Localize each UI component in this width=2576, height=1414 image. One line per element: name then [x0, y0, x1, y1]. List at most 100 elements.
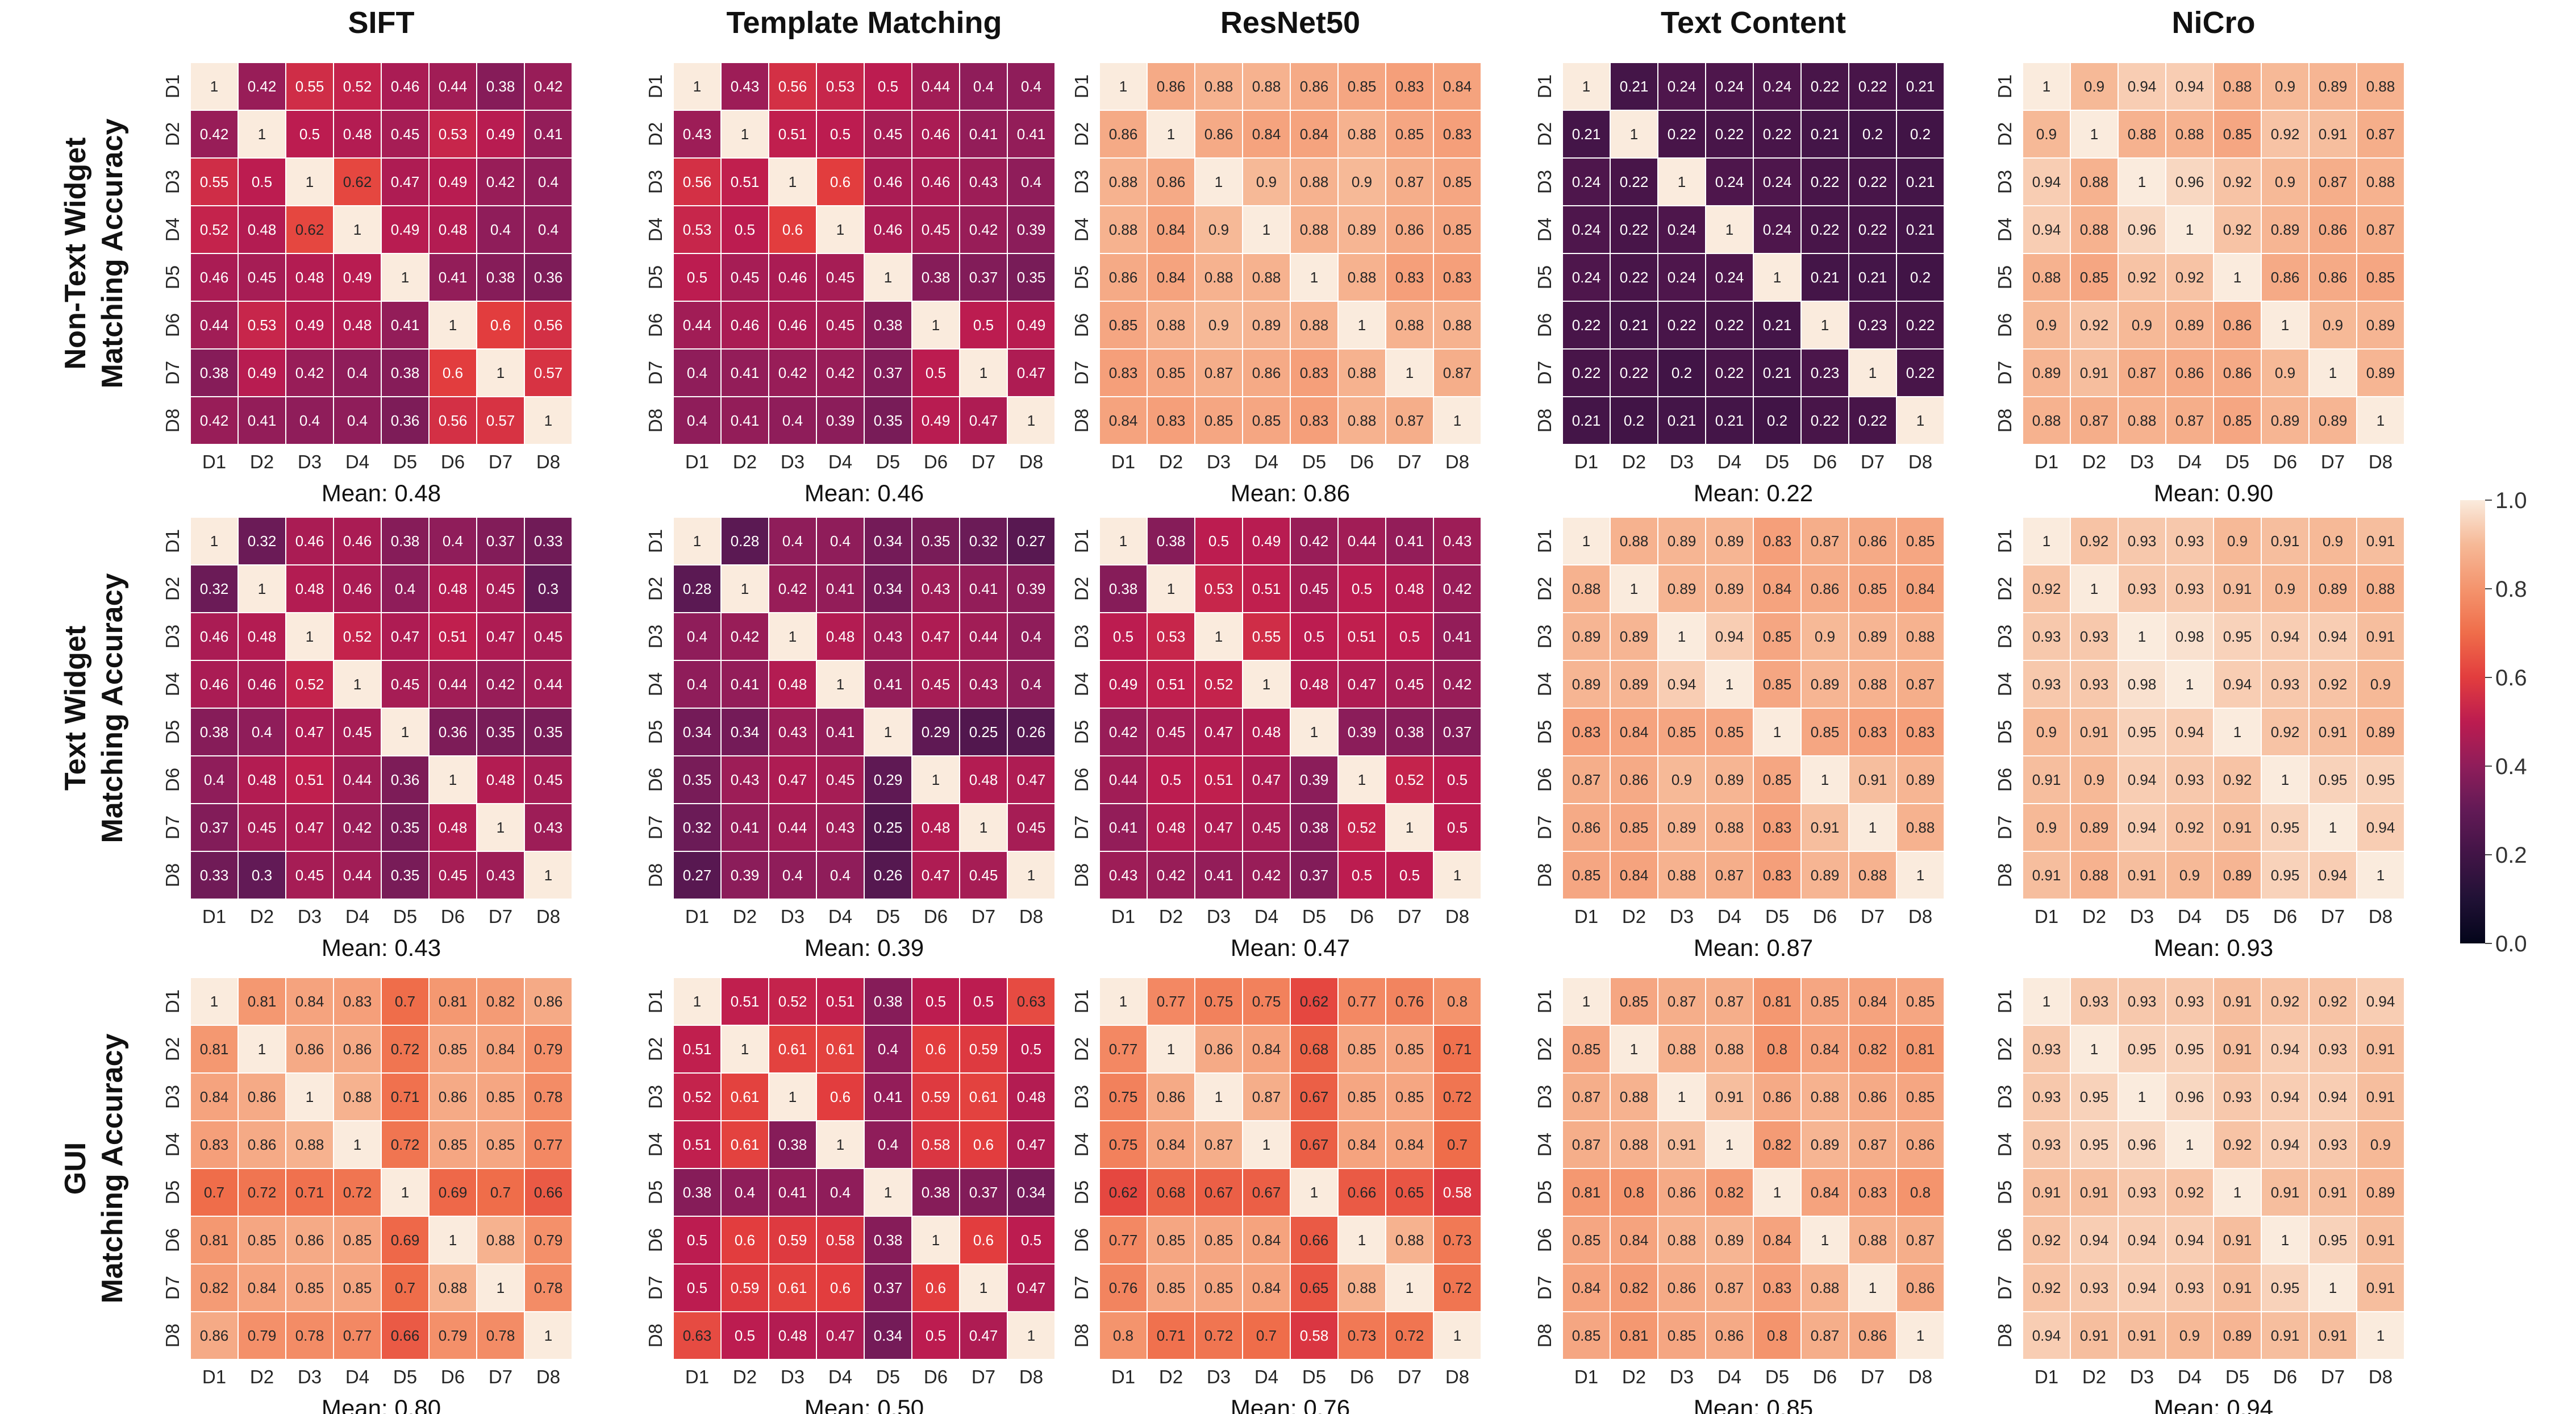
cell-value-label: 0.92 — [2175, 819, 2204, 836]
heatmap-cell — [911, 1072, 960, 1121]
heatmap-cell — [1290, 1120, 1339, 1169]
cell-value-label: 0.41 — [731, 364, 760, 381]
x-tick-label: D4 — [345, 451, 369, 472]
heatmap-cell — [1007, 803, 1056, 852]
cell-value-label: 0.55 — [295, 78, 324, 95]
x-tick-label: D2 — [1622, 451, 1646, 472]
cell-value-label: 0.22 — [1668, 126, 1697, 143]
cell-value-label: 0.87 — [1811, 1327, 1840, 1344]
cell-value-label: 1 — [1869, 1279, 1877, 1296]
cell-value-label: 0.48 — [1252, 723, 1281, 741]
cell-value-label: 1 — [1406, 1279, 1414, 1296]
y-tick-label: D1 — [162, 74, 183, 98]
cell-value-label: 0.44 — [343, 771, 372, 788]
heatmap-cell — [2070, 301, 2119, 350]
cell-value-label: 0.83 — [1763, 867, 1792, 884]
y-tick-label: D7 — [1534, 816, 1555, 839]
heatmap-cell — [428, 348, 477, 397]
cell-value-label: 0.94 — [2319, 867, 2348, 884]
cell-value-label: 0.82 — [1620, 1279, 1649, 1296]
cell-value-label: 0.89 — [2175, 317, 2204, 334]
cell-value-label: 0.24 — [1715, 173, 1744, 190]
heatmap-cell — [720, 564, 769, 613]
heatmap-cell — [2261, 1072, 2310, 1121]
cell-value-label: 0.94 — [2271, 1136, 2300, 1153]
cell-value-label: 0.41 — [391, 317, 420, 334]
cell-value-label: 0.88 — [1858, 867, 1887, 884]
heatmap-cell — [1290, 1263, 1339, 1312]
cell-value-label: 0.42 — [343, 819, 372, 836]
heatmap-cell — [1562, 612, 1611, 661]
heatmap-cell — [1562, 708, 1611, 756]
x-tick-label: D3 — [2130, 906, 2154, 927]
heatmap-cell — [1848, 1120, 1897, 1169]
cell-value-label: 0.41 — [248, 412, 277, 429]
heatmap-cell — [1610, 564, 1658, 613]
cell-value-label: 0.89 — [1620, 628, 1649, 645]
heatmap-cell — [816, 253, 865, 302]
y-tick-label: D5 — [1994, 720, 2015, 744]
heatmap-cell — [816, 564, 865, 613]
heatmap-cell — [1337, 1072, 1386, 1121]
cell-value-label: 0.45 — [343, 723, 372, 741]
cell-value-label: 1 — [979, 819, 987, 836]
heatmap-cell — [237, 1120, 286, 1169]
cell-value-label: 0.47 — [826, 1327, 855, 1344]
heatmap-cell — [2308, 157, 2357, 206]
heatmap-cell — [2118, 708, 2166, 756]
x-tick-label: D7 — [972, 1366, 995, 1387]
heatmap-cell — [381, 803, 430, 852]
heatmap-cell — [768, 301, 817, 350]
heatmap-cell — [2356, 396, 2405, 445]
cell-value-label: 0.85 — [439, 1041, 468, 1058]
cell-value-label: 0.84 — [1157, 269, 1186, 286]
cell-value-label: 0.86 — [200, 1327, 229, 1344]
cell-value-label: 0.38 — [778, 1136, 807, 1153]
y-tick-label: D2 — [645, 122, 666, 146]
x-tick-label: D4 — [2178, 1366, 2202, 1387]
heatmap-cell — [2022, 1025, 2071, 1074]
cell-value-label: 0.84 — [1811, 1041, 1840, 1058]
heatmap-cell — [1290, 755, 1339, 804]
heatmap-panel: 1 0.43 0.56 0.53 0.5 0.44 0.4 0.40.43 1 0.51 0.5 0.… — [645, 62, 1056, 506]
heatmap-cell — [2308, 253, 2357, 302]
cell-value-label: 0.85 — [1204, 412, 1233, 429]
heatmap-cell — [673, 1311, 722, 1360]
heatmap-cell — [673, 1120, 722, 1169]
heatmap-cell — [524, 110, 573, 159]
heatmap-cell — [1385, 110, 1434, 159]
cell-value-label: 0.24 — [1572, 221, 1601, 238]
cell-value-label: 0.85 — [1668, 1327, 1697, 1344]
cell-value-label: 0.41 — [1395, 533, 1424, 550]
cell-value-label: 0.45 — [439, 867, 468, 884]
cell-value-label: 0.88 — [1252, 78, 1281, 95]
cell-value-label: 1 — [2233, 269, 2241, 286]
heatmap-cell — [1800, 977, 1849, 1026]
heatmap-cell — [2022, 612, 2071, 661]
heatmap-cell — [190, 977, 239, 1026]
heatmap-cell — [1194, 851, 1243, 900]
cell-value-label: 0.38 — [874, 317, 903, 334]
cell-value-label: 0.85 — [295, 1279, 324, 1296]
heatmap-cell — [524, 348, 573, 397]
cell-value-label: 1 — [1869, 819, 1877, 836]
cell-value-label: 0.93 — [2080, 628, 2109, 645]
cell-value-label: 0.88 — [1668, 1232, 1697, 1249]
cell-value-label: 0.92 — [2175, 269, 2204, 286]
cell-value-label: 0.92 — [2175, 1184, 2204, 1201]
cell-value-label: 0.9 — [1208, 317, 1229, 334]
cell-value-label: 0.49 — [1017, 317, 1046, 334]
cell-value-label: 0.7 — [204, 1184, 224, 1201]
cell-value-label: 0.4 — [878, 1136, 898, 1153]
heatmap-cell — [476, 396, 525, 445]
heatmap-cell — [1610, 253, 1658, 302]
cell-value-label: 0.98 — [2128, 676, 2157, 693]
y-tick-label: D3 — [1071, 625, 1092, 648]
cell-value-label: 0.86 — [1858, 1088, 1887, 1105]
y-tick-label: D3 — [162, 170, 183, 194]
heatmap-cell — [1657, 253, 1706, 302]
cell-value-label: 0.51 — [1252, 580, 1281, 597]
cell-value-label: 0.24 — [1668, 221, 1697, 238]
y-tick-label: D4 — [645, 672, 666, 696]
heatmap-cell — [2165, 110, 2214, 159]
